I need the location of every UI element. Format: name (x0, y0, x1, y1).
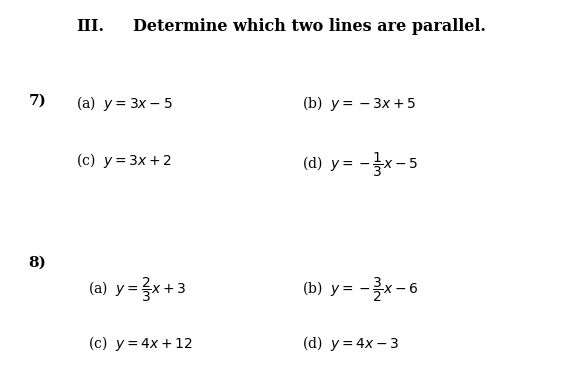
Text: (a)  $y = \dfrac{2}{3}x + 3$: (a) $y = \dfrac{2}{3}x + 3$ (88, 276, 186, 304)
Text: 7): 7) (28, 94, 46, 108)
Text: (c)  $y = 4x + 12$: (c) $y = 4x + 12$ (88, 334, 193, 353)
Text: (b)  $y = -3x + 5$: (b) $y = -3x + 5$ (302, 94, 417, 113)
Text: (b)  $y = -\dfrac{3}{2}x - 6$: (b) $y = -\dfrac{3}{2}x - 6$ (302, 276, 419, 304)
Text: (d)  $y = 4x - 3$: (d) $y = 4x - 3$ (302, 334, 400, 353)
Text: III.: III. (76, 18, 105, 34)
Text: Determine which two lines are parallel.: Determine which two lines are parallel. (133, 18, 486, 34)
Text: (d)  $y = -\dfrac{1}{3}x - 5$: (d) $y = -\dfrac{1}{3}x - 5$ (302, 151, 419, 179)
Text: (c)  $y = 3x + 2$: (c) $y = 3x + 2$ (76, 151, 172, 170)
Text: (a)  $y = 3x - 5$: (a) $y = 3x - 5$ (76, 94, 173, 113)
Text: 8): 8) (28, 256, 46, 270)
